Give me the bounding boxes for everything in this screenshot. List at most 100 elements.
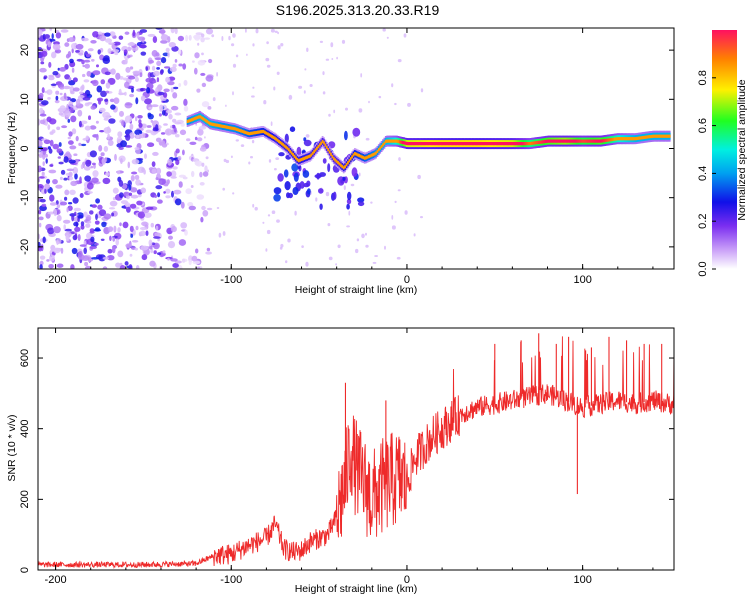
ridge-cell (403, 141, 405, 145)
ridge-cell (307, 155, 310, 159)
ridge-cell (449, 142, 452, 146)
noise-blob (117, 131, 123, 138)
noise-blob (42, 236, 46, 244)
ridge-cell (524, 142, 526, 146)
ridge-cell (536, 140, 539, 145)
noise-blob (68, 101, 73, 108)
noise-blob (100, 238, 105, 241)
ridge-cell (588, 139, 591, 143)
noise-blob (64, 196, 68, 201)
ridge-cell (376, 149, 379, 153)
ridge-blob (316, 172, 320, 180)
ridge-cell (240, 129, 242, 133)
noise-blob (167, 36, 171, 43)
y-tick-label: 400 (19, 420, 31, 438)
noise-blob (164, 128, 173, 136)
noise-blob (115, 262, 121, 268)
noise-blob (173, 86, 179, 90)
noise-blob (397, 189, 401, 192)
ridge-cell (344, 165, 346, 169)
snr-x-axis: -200 -100 0 100 (45, 328, 654, 586)
ridge-cell (578, 139, 581, 143)
noise-blob (271, 210, 276, 214)
noise-blob (140, 51, 147, 56)
noise-blob (189, 141, 197, 145)
noise-blob (108, 118, 116, 124)
ridge-cell (546, 139, 549, 143)
noise-blob (55, 90, 60, 95)
noise-blob (89, 245, 97, 250)
ridge-cell (573, 139, 576, 143)
ridge-cell (598, 139, 601, 143)
noise-blob (420, 216, 423, 219)
ridge-cell (362, 155, 365, 160)
noise-blob (61, 125, 68, 129)
noise-blob (270, 121, 273, 126)
ridge-cell (608, 138, 611, 142)
noise-blob (106, 255, 115, 261)
noise-blob (196, 137, 203, 142)
noise-blob (365, 244, 369, 248)
noise-blob (56, 126, 61, 131)
ridge-cell (334, 158, 337, 162)
ridge-cell (628, 137, 630, 141)
noise-blob (48, 61, 52, 68)
ridge-cell (600, 139, 602, 143)
ridge-cell (366, 155, 369, 159)
noise-blob (89, 210, 94, 215)
noise-blob (370, 201, 373, 204)
noise-blob (64, 189, 70, 196)
ridge-cell (515, 142, 518, 146)
ridge-cell (327, 148, 330, 152)
noise-blob (72, 87, 80, 92)
ridge-cell (420, 142, 422, 146)
ridge-cell (268, 133, 271, 137)
noise-blob (38, 216, 44, 221)
noise-blob (251, 139, 255, 144)
noise-blob (88, 115, 91, 120)
ridge-cell (186, 119, 189, 123)
ridge-cell (480, 142, 483, 146)
ridge-cell (494, 142, 497, 146)
noise-blob (101, 157, 106, 165)
ridge-cell (223, 125, 226, 129)
ridge-cell (619, 137, 622, 141)
noise-blob (57, 67, 60, 71)
ridge-cell (335, 159, 338, 163)
ridge-cell (623, 137, 626, 141)
noise-blob (166, 109, 172, 114)
ridge-cell (235, 127, 238, 131)
noise-blob (122, 183, 128, 190)
noise-blob (117, 227, 121, 233)
noise-blob (68, 131, 73, 137)
ridge-cell (352, 153, 355, 157)
noise-blob (78, 250, 83, 258)
ridge-cell (550, 139, 553, 143)
noise-blob (230, 155, 233, 159)
ridge-blob (307, 188, 311, 195)
ridge-cell (661, 134, 664, 138)
noise-blob (63, 85, 71, 90)
ridge-cell (413, 142, 415, 146)
noise-blob (81, 37, 89, 42)
ridge-cell (261, 129, 263, 134)
noise-blob (38, 140, 43, 147)
noise-blob (39, 264, 43, 269)
ridge-cell (580, 139, 583, 143)
noise-blob (127, 55, 131, 59)
noise-blob (346, 225, 350, 228)
ridge-cell (202, 117, 204, 121)
noise-blob (92, 170, 99, 178)
noise-blob (92, 31, 99, 38)
y-tick-label: 10 (19, 93, 31, 105)
ridge-cell (238, 128, 241, 132)
noise-blob (267, 214, 271, 217)
noise-blob (280, 243, 284, 248)
ridge-cell (393, 139, 396, 143)
ridge-cell (539, 140, 542, 144)
noise-blob (356, 238, 360, 242)
ridge-cell (563, 139, 566, 143)
noise-blob (104, 71, 111, 76)
noise-blob (147, 112, 152, 118)
ridge-cell (226, 125, 228, 129)
